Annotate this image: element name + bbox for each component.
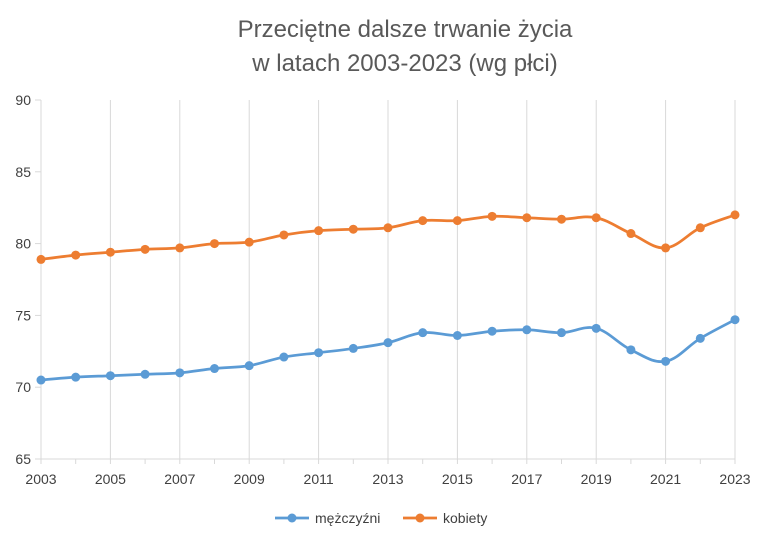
data-point-0-2003 — [36, 375, 46, 385]
x-tick-label-2003: 2003 — [25, 471, 56, 487]
y-tick-label-75: 75 — [15, 307, 31, 323]
grid — [40, 100, 736, 460]
series-1 — [36, 210, 740, 264]
x-tick-label-2007: 2007 — [164, 471, 195, 487]
data-point-1-2022 — [695, 223, 705, 233]
data-point-0-2006 — [140, 369, 150, 379]
legend-item-0: mężczyźni — [275, 510, 380, 526]
chart-title-line-2: w latach 2003-2023 (wg płci) — [251, 50, 558, 77]
data-point-1-2014 — [418, 216, 428, 226]
legend-marker-0 — [287, 513, 297, 523]
data-point-1-2017 — [522, 213, 532, 223]
data-point-0-2017 — [522, 325, 532, 335]
x-axis: 2003 2005 2007 2009 2011 2013 2015 2017 2019 2021… — [25, 459, 751, 487]
legend-marker-1 — [415, 513, 425, 523]
data-point-0-2015 — [452, 331, 462, 341]
x-tick-label-2015: 2015 — [442, 471, 473, 487]
data-point-0-2021 — [661, 356, 671, 366]
y-tick-label-65: 65 — [15, 451, 31, 467]
data-point-1-2004 — [71, 250, 81, 260]
x-tick-label-2023: 2023 — [719, 471, 750, 487]
data-point-0-2009 — [244, 361, 254, 371]
data-point-0-2005 — [105, 371, 115, 381]
data-point-0-2023 — [730, 315, 740, 325]
data-point-1-2020 — [626, 229, 636, 239]
data-point-0-2016 — [487, 326, 497, 336]
data-point-0-2014 — [418, 328, 428, 338]
data-point-1-2003 — [36, 254, 46, 264]
data-point-1-2013 — [383, 223, 393, 233]
data-point-1-2015 — [452, 216, 462, 226]
data-point-0-2011 — [314, 348, 324, 358]
x-tick-label-2013: 2013 — [372, 471, 403, 487]
data-point-0-2007 — [175, 368, 185, 378]
y-tick-label-70: 70 — [15, 379, 31, 395]
y-tick-label-80: 80 — [15, 236, 31, 252]
data-point-0-2020 — [626, 345, 636, 355]
x-tick-label-2011: 2011 — [304, 471, 334, 487]
data-point-1-2006 — [140, 244, 150, 254]
data-point-0-2013 — [383, 338, 393, 348]
data-point-1-2019 — [591, 213, 601, 223]
y-tick-label-90: 90 — [15, 92, 31, 108]
legend: mężczyźni kobiety — [275, 510, 487, 526]
x-tick-label-2021: 2021 — [650, 471, 681, 487]
x-tick-label-2019: 2019 — [581, 471, 612, 487]
data-point-0-2019 — [591, 323, 601, 333]
data-point-1-2009 — [244, 237, 254, 247]
data-point-1-2005 — [105, 247, 115, 257]
data-point-0-2022 — [695, 333, 705, 343]
x-tick-label-2005: 2005 — [95, 471, 126, 487]
data-point-1-2018 — [557, 214, 566, 224]
data-point-1-2007 — [175, 243, 185, 253]
data-point-0-2004 — [71, 372, 81, 382]
data-point-0-2012 — [348, 343, 358, 353]
x-tick-label-2009: 2009 — [234, 471, 265, 487]
data-point-0-2010 — [279, 352, 289, 362]
y-axis: 90 85 80 75 70 65 — [15, 92, 41, 467]
chart-title-line-1: Przeciętne dalsze trwanie życia — [238, 16, 573, 43]
data-point-1-2021 — [661, 243, 671, 253]
series-0 — [36, 315, 740, 385]
data-point-1-2011 — [314, 226, 324, 236]
data-point-1-2023 — [730, 210, 740, 220]
data-point-1-2010 — [279, 230, 289, 240]
series-layer — [36, 210, 740, 385]
data-point-0-2018 — [557, 328, 566, 338]
legend-label-0: mężczyźni — [315, 510, 380, 526]
legend-item-1: kobiety — [403, 510, 487, 526]
y-tick-label-85: 85 — [15, 164, 31, 180]
data-point-1-2008 — [210, 239, 219, 249]
data-point-1-2012 — [348, 224, 358, 234]
data-point-0-2008 — [210, 364, 219, 374]
legend-label-1: kobiety — [443, 510, 487, 526]
x-tick-label-2017: 2017 — [511, 471, 542, 487]
data-point-1-2016 — [487, 211, 497, 221]
